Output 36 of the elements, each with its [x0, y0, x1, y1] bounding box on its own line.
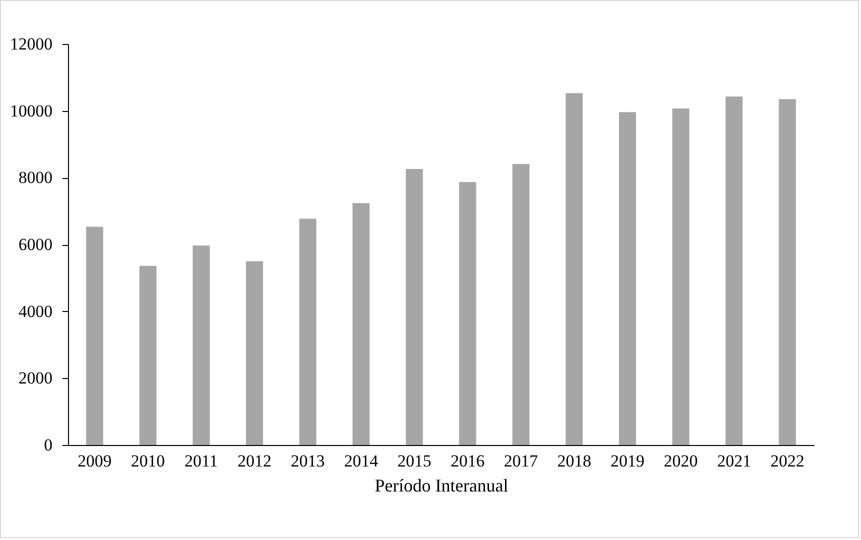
bar [566, 93, 583, 445]
bar [299, 218, 316, 445]
x-tick-label: 2013 [290, 452, 325, 470]
x-tick-label: 2019 [610, 452, 644, 470]
x-tick-label: 2014 [344, 452, 379, 470]
x-tick-label: 2020 [664, 452, 698, 470]
bar [192, 246, 210, 445]
bar [459, 182, 476, 445]
x-tick-label: 2018 [557, 452, 592, 470]
bar [406, 168, 423, 445]
x-tick-label: 2011 [184, 452, 218, 470]
y-tick-label: 0 [44, 436, 52, 454]
bar [352, 203, 370, 445]
x-tick-label: 2017 [504, 452, 538, 470]
bar [86, 226, 104, 445]
y-tick-label: 4000 [18, 302, 52, 321]
bar [778, 99, 796, 445]
bar [672, 108, 690, 445]
x-tick-label: 2012 [238, 452, 272, 470]
bar [139, 266, 156, 445]
y-tick-label: 6000 [18, 235, 52, 254]
x-tick-label: 2016 [450, 452, 485, 470]
x-tick-label: 2009 [78, 452, 112, 470]
y-tick-label: 8000 [18, 168, 52, 188]
y-tick-label: 10000 [10, 101, 52, 120]
x-tick-label: 2021 [717, 452, 752, 470]
x-tick-label: 2022 [770, 452, 804, 470]
x-tick-label: 2010 [130, 452, 165, 470]
bar [246, 261, 264, 445]
bar [618, 112, 636, 445]
y-tick-label: 2000 [18, 368, 52, 388]
bar [512, 164, 530, 445]
x-tick-label: 2015 [397, 452, 432, 470]
x-axis-title: Período Interanual [374, 476, 508, 496]
y-tick-label: 12000 [10, 34, 52, 54]
bar [726, 96, 743, 445]
